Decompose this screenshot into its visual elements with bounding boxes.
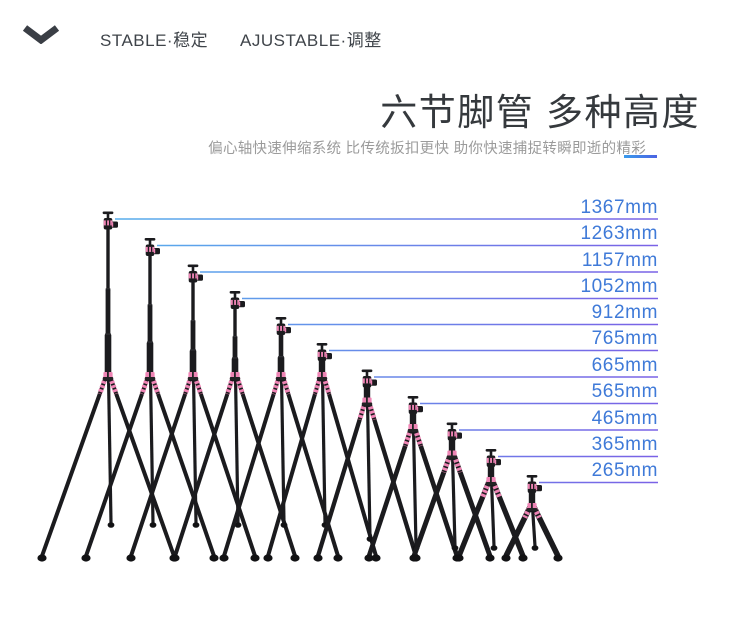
height-label: 265mm: [591, 460, 658, 481]
height-label: 912mm: [591, 302, 658, 323]
page-subtitle: 偏心轴快速伸缩系统 比传统扳扣更快 助你快速捕捉转瞬即逝的精彩: [208, 141, 646, 157]
tripod: [126, 264, 260, 562]
height-label: 1157mm: [581, 249, 658, 271]
height-label: 665mm: [591, 354, 658, 376]
tripod: [409, 422, 495, 562]
tripod: [364, 396, 462, 562]
chevron-down-icon: [22, 25, 60, 44]
page-title: 六节脚管 多种高度: [380, 92, 700, 133]
tripod: [263, 343, 381, 562]
height-label: 1263mm: [580, 223, 658, 244]
height-label: 765mm: [591, 328, 658, 349]
tripod: [37, 211, 179, 562]
tripod: [501, 475, 563, 562]
height-label: 1052mm: [580, 276, 658, 297]
height-label: 565mm: [591, 381, 658, 402]
height-label: 1367mm: [580, 196, 658, 218]
accent-dash: [624, 155, 657, 158]
feature-label-stable: STABLE·稳定: [100, 31, 209, 50]
height-label: 365mm: [591, 434, 658, 455]
height-label: 465mm: [591, 407, 658, 429]
tripod: [454, 449, 528, 562]
tripod: [81, 238, 219, 562]
feature-label-adjustable: AJUSTABLE·调整: [240, 31, 382, 50]
